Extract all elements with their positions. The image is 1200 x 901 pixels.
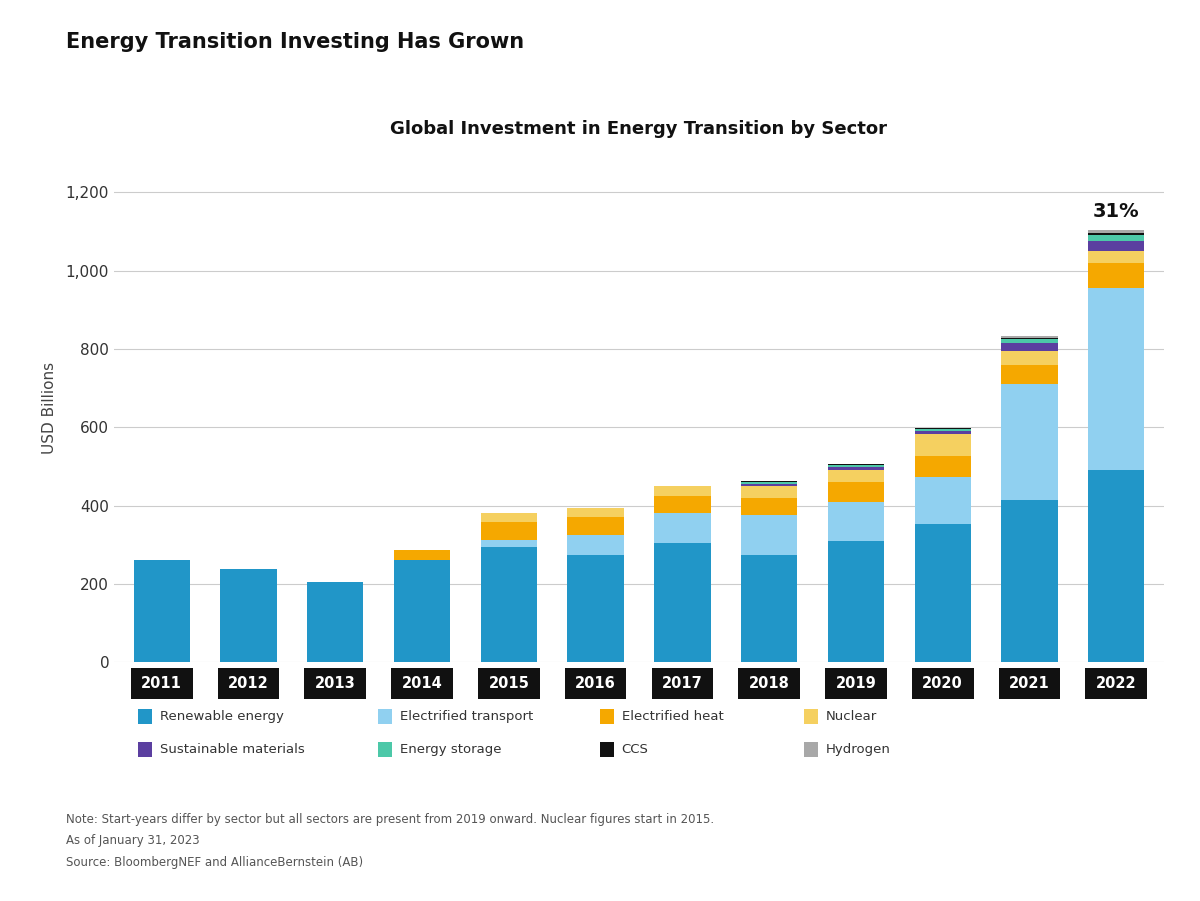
Text: Note: Start-years differ by sector but all sectors are present from 2019 onward.: Note: Start-years differ by sector but a… — [66, 813, 714, 825]
Text: Nuclear: Nuclear — [826, 710, 877, 723]
Text: 2014: 2014 — [402, 677, 443, 691]
Bar — [740, 497, 797, 515]
Bar — [568, 507, 624, 517]
Bar — [828, 482, 884, 502]
Y-axis label: USD Billions: USD Billions — [42, 361, 58, 454]
Bar — [654, 486, 710, 496]
Text: Hydrogen: Hydrogen — [826, 743, 890, 756]
Text: 2022: 2022 — [1096, 677, 1136, 691]
FancyBboxPatch shape — [478, 669, 540, 699]
Bar — [1001, 500, 1057, 662]
Bar — [568, 517, 624, 535]
Text: Renewable energy: Renewable energy — [160, 710, 283, 723]
Bar — [1088, 251, 1145, 263]
Bar — [394, 560, 450, 662]
Bar — [914, 524, 971, 662]
Text: CCS: CCS — [622, 743, 648, 756]
Bar — [1088, 288, 1145, 470]
FancyBboxPatch shape — [217, 669, 280, 699]
Bar — [1088, 263, 1145, 288]
Title: Global Investment in Energy Transition by Sector: Global Investment in Energy Transition b… — [390, 120, 888, 138]
Text: Source: BloombergNEF and AllianceBernstein (AB): Source: BloombergNEF and AllianceBernste… — [66, 856, 364, 869]
FancyBboxPatch shape — [652, 669, 713, 699]
FancyBboxPatch shape — [826, 669, 887, 699]
Bar — [1001, 338, 1057, 339]
Text: 2018: 2018 — [749, 677, 790, 691]
Bar — [307, 581, 364, 662]
Bar — [1001, 365, 1057, 384]
FancyBboxPatch shape — [391, 669, 452, 699]
FancyBboxPatch shape — [1086, 669, 1147, 699]
Bar — [568, 535, 624, 554]
Bar — [1001, 343, 1057, 350]
Bar — [914, 434, 971, 456]
Bar — [1001, 350, 1057, 365]
Text: Energy storage: Energy storage — [400, 743, 502, 756]
Text: 2013: 2013 — [314, 677, 355, 691]
Bar — [654, 542, 710, 662]
Text: 2020: 2020 — [923, 677, 964, 691]
Bar — [828, 468, 884, 470]
Bar — [1088, 470, 1145, 662]
FancyBboxPatch shape — [998, 669, 1061, 699]
Bar — [221, 569, 277, 662]
Bar — [740, 484, 797, 486]
Bar — [568, 554, 624, 662]
Bar — [828, 465, 884, 468]
Bar — [1001, 384, 1057, 500]
Text: 2019: 2019 — [835, 677, 876, 691]
Bar — [740, 515, 797, 554]
FancyBboxPatch shape — [738, 669, 800, 699]
Bar — [828, 502, 884, 541]
Bar — [481, 522, 538, 540]
Text: 2012: 2012 — [228, 677, 269, 691]
Text: Electrified heat: Electrified heat — [622, 710, 724, 723]
Bar — [914, 432, 971, 434]
Bar — [740, 482, 797, 484]
Bar — [654, 496, 710, 514]
FancyBboxPatch shape — [131, 669, 192, 699]
Bar — [740, 486, 797, 497]
Bar — [1088, 241, 1145, 251]
Text: 2011: 2011 — [142, 677, 182, 691]
Bar — [914, 478, 971, 524]
Bar — [914, 456, 971, 478]
Bar — [1088, 231, 1145, 233]
FancyBboxPatch shape — [565, 669, 626, 699]
Text: Sustainable materials: Sustainable materials — [160, 743, 305, 756]
Bar — [740, 554, 797, 662]
Text: Electrified transport: Electrified transport — [400, 710, 533, 723]
Bar — [828, 541, 884, 662]
Text: 2015: 2015 — [488, 677, 529, 691]
FancyBboxPatch shape — [912, 669, 973, 699]
Text: Energy Transition Investing Has Grown: Energy Transition Investing Has Grown — [66, 32, 524, 51]
Text: 2016: 2016 — [575, 677, 616, 691]
Bar — [394, 551, 450, 560]
Text: As of January 31, 2023: As of January 31, 2023 — [66, 834, 199, 847]
Bar — [481, 514, 538, 522]
Bar — [828, 470, 884, 482]
Bar — [481, 548, 538, 662]
Text: 2017: 2017 — [662, 677, 703, 691]
Text: 2021: 2021 — [1009, 677, 1050, 691]
Bar — [1001, 339, 1057, 343]
Bar — [133, 560, 190, 662]
Bar — [1088, 235, 1145, 241]
Bar — [481, 540, 538, 548]
Text: 31%: 31% — [1093, 202, 1140, 221]
Bar — [1001, 336, 1057, 338]
Bar — [654, 514, 710, 542]
Bar — [914, 429, 971, 432]
Bar — [1088, 233, 1145, 235]
FancyBboxPatch shape — [305, 669, 366, 699]
